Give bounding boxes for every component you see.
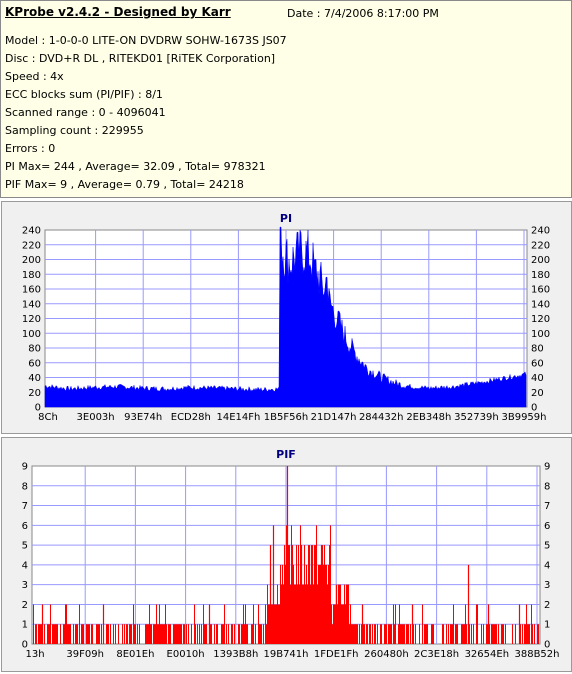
y-tick-label: 2 [22,600,28,611]
sampling-count-line: Sampling count : 229955 [5,124,144,137]
y-tick-label-right: 0 [531,403,537,414]
x-tick-label: ECD28h [171,412,211,423]
scanned-range-line: Scanned range : 0 - 4096041 [5,106,166,119]
y-tick-label: 6 [22,521,28,532]
disc-line: Disc : DVD+R DL , RITEKD01 [RiTEK Corpor… [5,52,276,65]
x-tick-label: 19B741h [263,649,308,660]
pif-chart-panel: PIF 0 0 1 1 2 2 3 3 4 4 5 5 6 6 7 7 8 8 9 9 13h 39F09h 8E01Eh E0… [1,437,572,672]
chart-title: PIF [276,448,296,461]
y-tick-label: 60 [28,358,41,369]
x-tick-label: 3B9959h [501,412,546,423]
pif-chart: PIF 0 0 1 1 2 2 3 3 4 4 5 5 6 6 7 7 8 8 9 9 13h 39F09h 8E01Eh E0… [22,448,560,660]
x-tick-label: 284432h [359,412,404,423]
model-line: Model : 1-0-0-0 LITE-ON DVDRW SOHW-1673S… [5,34,287,47]
y-tick-label: 7 [22,501,28,512]
y-tick-label-right: 2 [544,600,550,611]
ecc-line: ECC blocks sum (PI/PIF) : 8/1 [5,88,163,101]
y-tick-label: 40 [28,373,41,384]
pi-series [44,226,527,408]
y-tick-label-right: 200 [531,255,550,266]
y-tick-label: 80 [28,344,41,355]
y-tick-label-right: 40 [531,373,544,384]
y-tick-label: 1 [22,620,28,631]
x-tick-label: 1393B8h [213,649,258,660]
x-tick-label: 1FDE1Fh [314,649,359,660]
y-tick-label-right: 120 [531,314,550,325]
x-tick-label: 3E003h [77,412,115,423]
x-tick-label: 388B52h [514,649,559,660]
y-tick-label: 120 [22,314,41,325]
y-tick-label-right: 1 [544,620,550,631]
info-panel: KProbe v2.4.2 - Designed by Karr Date : … [0,0,572,198]
y-tick-label-right: 220 [531,240,550,251]
y-tick-label: 220 [22,240,41,251]
y-tick-label: 5 [22,541,28,552]
pi-chart: PI 0 0 20 20 40 40 60 60 80 80 100 100 120 120 140 140 16… [22,212,550,423]
y-tick-label: 200 [22,255,41,266]
y-tick-label-right: 140 [531,299,550,310]
x-tick-label: 2EB348h [406,412,451,423]
y-tick-label: 9 [22,462,28,473]
x-tick-label: 13h [25,649,44,660]
y-tick-label: 0 [22,640,28,651]
x-tick-label: 2C3E18h [414,649,459,660]
y-tick-label-right: 0 [544,640,550,651]
x-tick-label: 21D147h [311,412,357,423]
x-tick-label: E0010h [167,649,205,660]
y-tick-label: 140 [22,299,41,310]
x-tick-label: 1B5F56h [264,412,308,423]
x-tick-label: 260480h [364,649,409,660]
y-tick-label-right: 6 [544,521,550,532]
y-tick-label-right: 100 [531,329,550,340]
y-tick-label: 100 [22,329,41,340]
x-tick-label: 14E14Fh [216,412,260,423]
y-tick-label: 160 [22,285,41,296]
y-tick-label-right: 4 [544,560,550,571]
y-tick-label: 8 [22,481,28,492]
x-tick-label: 93E74h [124,412,162,423]
y-tick-label-right: 180 [531,270,550,281]
scan-date: Date : 7/4/2006 8:17:00 PM [287,7,439,20]
speed-line: Speed : 4x [5,70,64,83]
x-tick-label: 32654Eh [465,649,509,660]
y-tick-label: 20 [28,388,41,399]
pi-stats-line: PI Max= 244 , Average= 32.09 , Total= 97… [5,160,266,173]
x-tick-label: 8E01Eh [116,649,154,660]
y-tick-label-right: 160 [531,285,550,296]
y-tick-label-right: 20 [531,388,544,399]
y-tick-label-right: 80 [531,344,544,355]
app-title: KProbe v2.4.2 - Designed by Karr [5,5,231,19]
y-tick-label-right: 8 [544,481,550,492]
y-tick-label-right: 60 [531,358,544,369]
pif-stats-line: PIF Max= 9 , Average= 0.79 , Total= 2421… [5,178,244,191]
y-tick-label: 0 [35,403,41,414]
y-tick-label: 240 [22,226,41,237]
y-tick-label-right: 3 [544,580,550,591]
chart-title: PI [280,212,292,225]
y-tick-label: 3 [22,580,28,591]
y-tick-label: 4 [22,560,28,571]
x-tick-label: 39F09h [66,649,104,660]
pi-chart-panel: PI 0 0 20 20 40 40 60 60 80 80 100 100 120 120 140 140 16… [1,201,572,434]
x-tick-label: 352739h [454,412,499,423]
pif-series [33,466,539,644]
errors-line: Errors : 0 [5,142,56,155]
y-tick-label-right: 7 [544,501,550,512]
y-tick-label-right: 240 [531,226,550,237]
y-tick-label-right: 5 [544,541,550,552]
y-tick-label: 180 [22,270,41,281]
x-tick-label: 8Ch [38,412,58,423]
y-tick-label-right: 9 [544,462,550,473]
